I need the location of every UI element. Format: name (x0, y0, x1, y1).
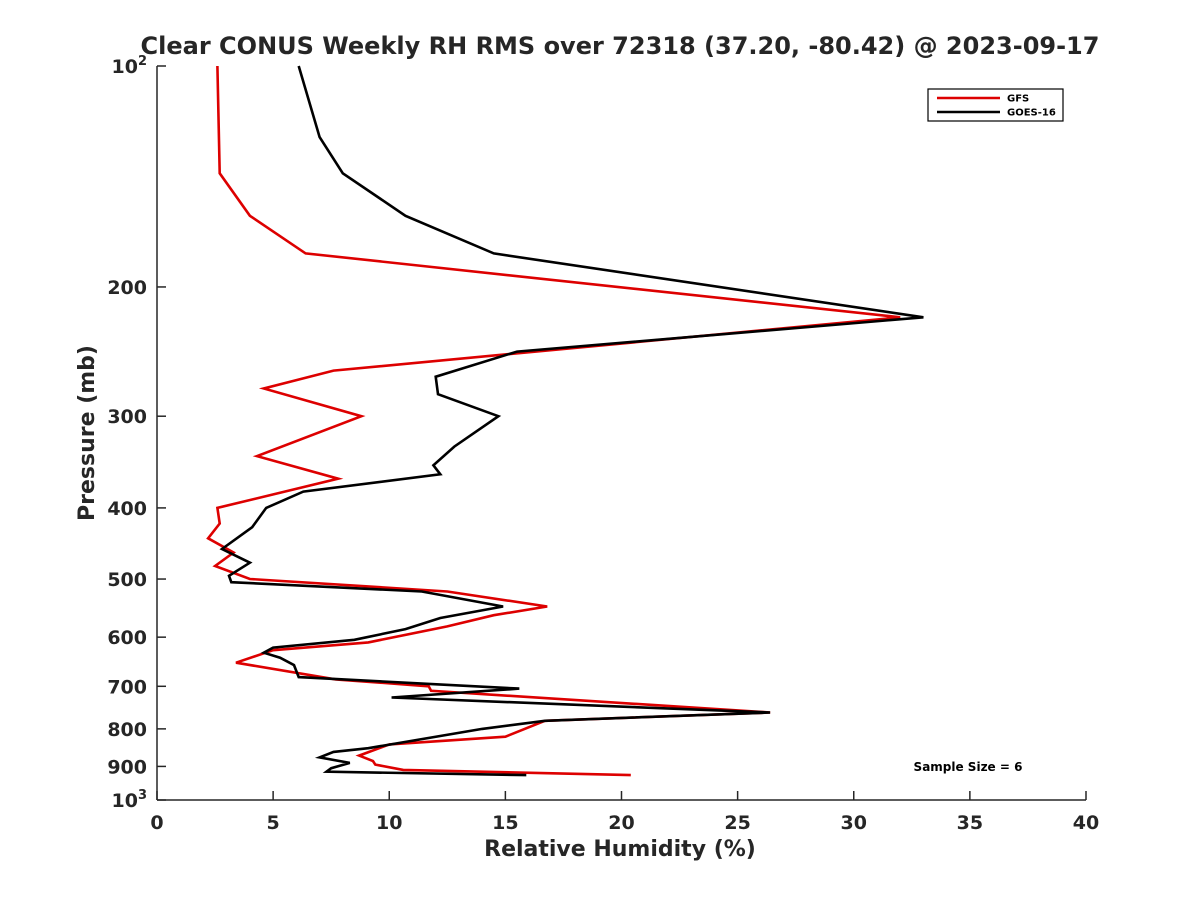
x-axis-label: Relative Humidity (%) (484, 837, 756, 862)
y-tick-label: 400 (107, 498, 147, 520)
y-tick-label: 103 (112, 788, 148, 812)
series-line-gfs (206, 65, 901, 777)
y-tick-label: 102 (112, 54, 148, 78)
x-tick-label: 0 (150, 812, 163, 834)
y-tick-label: 300 (107, 406, 147, 428)
x-tick-label: 20 (608, 812, 634, 834)
legend-box (927, 88, 1064, 122)
y-axis-label: Pressure (mb) (75, 345, 100, 521)
x-tick-label: 15 (492, 812, 518, 834)
y-tick-label: 900 (107, 756, 147, 778)
sample-size-annotation: Sample Size = 6 (914, 760, 1023, 774)
y-tick-label: 700 (107, 676, 147, 698)
legend-label: GOES-16 (1007, 108, 1056, 119)
x-tick-label: 35 (957, 812, 983, 834)
plot-area (206, 65, 924, 777)
chart-title: Clear CONUS Weekly RH RMS over 72318 (37… (141, 32, 1100, 60)
y-tick-label: 500 (107, 569, 147, 591)
axes (156, 66, 1086, 801)
legend: GFS GOES-16 (927, 88, 1064, 122)
y-tick-label: 200 (107, 277, 147, 299)
x-tick-label: 30 (841, 812, 867, 834)
x-tick-label: 5 (267, 812, 280, 834)
x-tick-label: 25 (724, 812, 750, 834)
x-tick-label: 10 (376, 812, 402, 834)
tick-labels: 0 5 10 15 20 25 30 35 40 102 200 300 400 500 600 700 800… (107, 54, 1099, 834)
x-tick-label: 40 (1073, 812, 1099, 834)
series-line-goes-16 (219, 65, 924, 777)
y-tick-label: 800 (107, 719, 147, 741)
legend-label: GFS (1007, 94, 1029, 105)
y-tick-label: 600 (107, 627, 147, 649)
